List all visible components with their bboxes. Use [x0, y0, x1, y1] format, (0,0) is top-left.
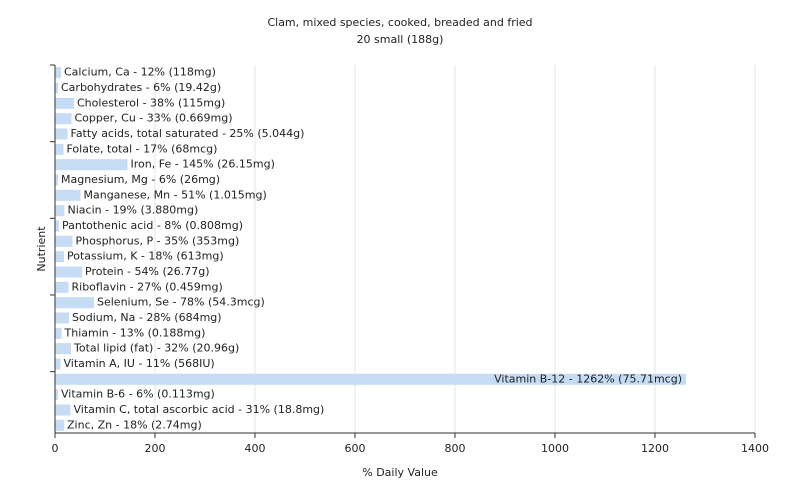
value-label: Magnesium, Mg - 6% (26mg): [61, 173, 220, 186]
bar: [55, 251, 64, 263]
value-label: Carbohydrates - 6% (19.42g): [61, 81, 221, 94]
value-label: Total lipid (fat) - 32% (20.96g): [73, 342, 239, 355]
bar: [55, 159, 128, 171]
value-label: Folate, total - 17% (68mcg): [67, 142, 218, 155]
bar: [55, 205, 65, 217]
value-label: Vitamin B-6 - 6% (0.113mg): [61, 388, 215, 401]
bar: [55, 82, 58, 94]
bar: [55, 281, 69, 293]
value-label: Niacin - 19% (3.880mg): [68, 204, 199, 217]
value-label: Vitamin B-12 - 1262% (75.71mcg): [494, 372, 682, 385]
bar: [55, 189, 81, 201]
value-label: Thiamin - 13% (0.188mg): [64, 326, 206, 339]
bar: [55, 67, 61, 79]
bar: [55, 220, 59, 232]
chart-title: Clam, mixed species, cooked, breaded and…: [267, 16, 532, 29]
x-tick-label: 200: [145, 442, 166, 455]
value-label: Vitamin C, total ascorbic acid - 31% (18…: [74, 403, 325, 416]
x-tick-label: 1200: [641, 442, 669, 455]
value-label: Manganese, Mn - 51% (1.015mg): [84, 188, 267, 201]
bar: [55, 343, 71, 355]
value-label: Iron, Fe - 145% (26.15mg): [131, 158, 275, 171]
bar: [55, 174, 58, 186]
bar: [55, 113, 72, 125]
bar: [55, 327, 62, 339]
x-tick-label: 600: [345, 442, 366, 455]
bar: [55, 389, 58, 401]
value-label: Sodium, Na - 28% (684mg): [72, 311, 222, 324]
bar: [55, 312, 69, 324]
bar: [55, 419, 64, 431]
bar: [55, 97, 74, 109]
value-label: Phosphorus, P - 35% (353mg): [76, 234, 240, 247]
bar: [55, 373, 686, 385]
x-tick-label: 1400: [741, 442, 769, 455]
x-tick-label: 800: [445, 442, 466, 455]
x-tick-label: 0: [52, 442, 59, 455]
bar: [55, 128, 68, 140]
bar: [55, 297, 94, 309]
value-label: Calcium, Ca - 12% (118mg): [64, 66, 216, 79]
bar: [55, 143, 64, 155]
x-tick-label: 1000: [541, 442, 569, 455]
value-label: Zinc, Zn - 18% (2.74mg): [67, 418, 202, 431]
value-label: Pantothenic acid - 8% (0.808mg): [62, 219, 243, 232]
value-label: Cholesterol - 38% (115mg): [77, 96, 225, 109]
value-label: Vitamin A, IU - 11% (568IU): [64, 357, 215, 370]
value-label: Copper, Cu - 33% (0.669mg): [75, 112, 233, 125]
x-tick-label: 400: [245, 442, 266, 455]
value-label: Fatty acids, total saturated - 25% (5.04…: [71, 127, 305, 140]
value-label: Riboflavin - 27% (0.459mg): [72, 280, 223, 293]
chart-subtitle: 20 small (188g): [357, 33, 444, 46]
value-label: Selenium, Se - 78% (54.3mcg): [97, 296, 265, 309]
y-axis-label: Nutrient: [35, 226, 48, 272]
bar: [55, 235, 73, 247]
bar: [55, 358, 61, 370]
x-axis-label: % Daily Value: [362, 466, 438, 479]
bar: [55, 266, 82, 278]
value-label: Potassium, K - 18% (613mg): [67, 250, 224, 263]
value-label: Protein - 54% (26.77g): [85, 265, 210, 278]
bar: [55, 404, 71, 416]
